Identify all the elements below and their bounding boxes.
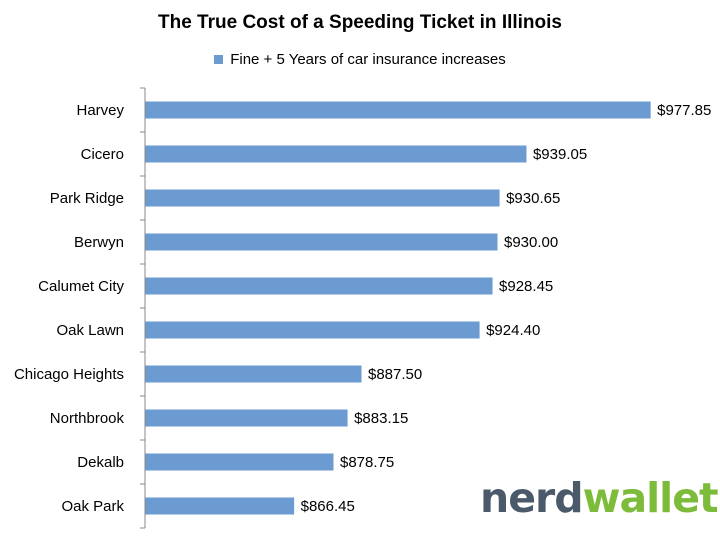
category-label: Oak Lawn (56, 322, 124, 339)
data-label: $883.15 (354, 410, 408, 427)
logo-text-wallet: wallet (582, 474, 719, 522)
logo-text-nerd: nerd (480, 474, 584, 522)
data-label: $928.45 (499, 278, 553, 295)
bar (145, 409, 348, 427)
data-label: $866.45 (301, 498, 355, 515)
category-label: Calumet City (38, 278, 124, 295)
bar (145, 145, 527, 163)
bar (145, 277, 493, 295)
bar (145, 189, 500, 207)
bar (145, 321, 480, 339)
category-label: Park Ridge (50, 190, 124, 207)
category-label: Oak Park (61, 498, 124, 515)
bar (145, 101, 651, 119)
legend-swatch (214, 55, 224, 64)
category-label: Harvey (76, 102, 124, 119)
data-label: $930.00 (504, 234, 558, 251)
data-label: $878.75 (340, 454, 394, 471)
chart-title: The True Cost of a Speeding Ticket in Il… (158, 12, 562, 33)
data-label: $977.85 (657, 102, 711, 119)
legend-label: Fine + 5 Years of car insurance increase… (230, 51, 506, 68)
bar (145, 497, 295, 515)
category-label: Berwyn (74, 234, 124, 251)
data-label: $939.05 (533, 146, 587, 163)
data-label: $887.50 (368, 366, 422, 383)
nerdwallet-logo: nerdwallet (480, 474, 719, 522)
category-label: Dekalb (77, 454, 124, 471)
category-label: Cicero (81, 146, 124, 163)
category-label: Chicago Heights (14, 366, 124, 383)
category-label: Northbrook (50, 410, 125, 427)
data-label: $930.65 (506, 190, 560, 207)
legend: Fine + 5 Years of car insurance increase… (0, 51, 720, 68)
bar (145, 365, 362, 383)
data-label: $924.40 (486, 322, 540, 339)
bar (145, 233, 498, 251)
bar (145, 453, 334, 471)
